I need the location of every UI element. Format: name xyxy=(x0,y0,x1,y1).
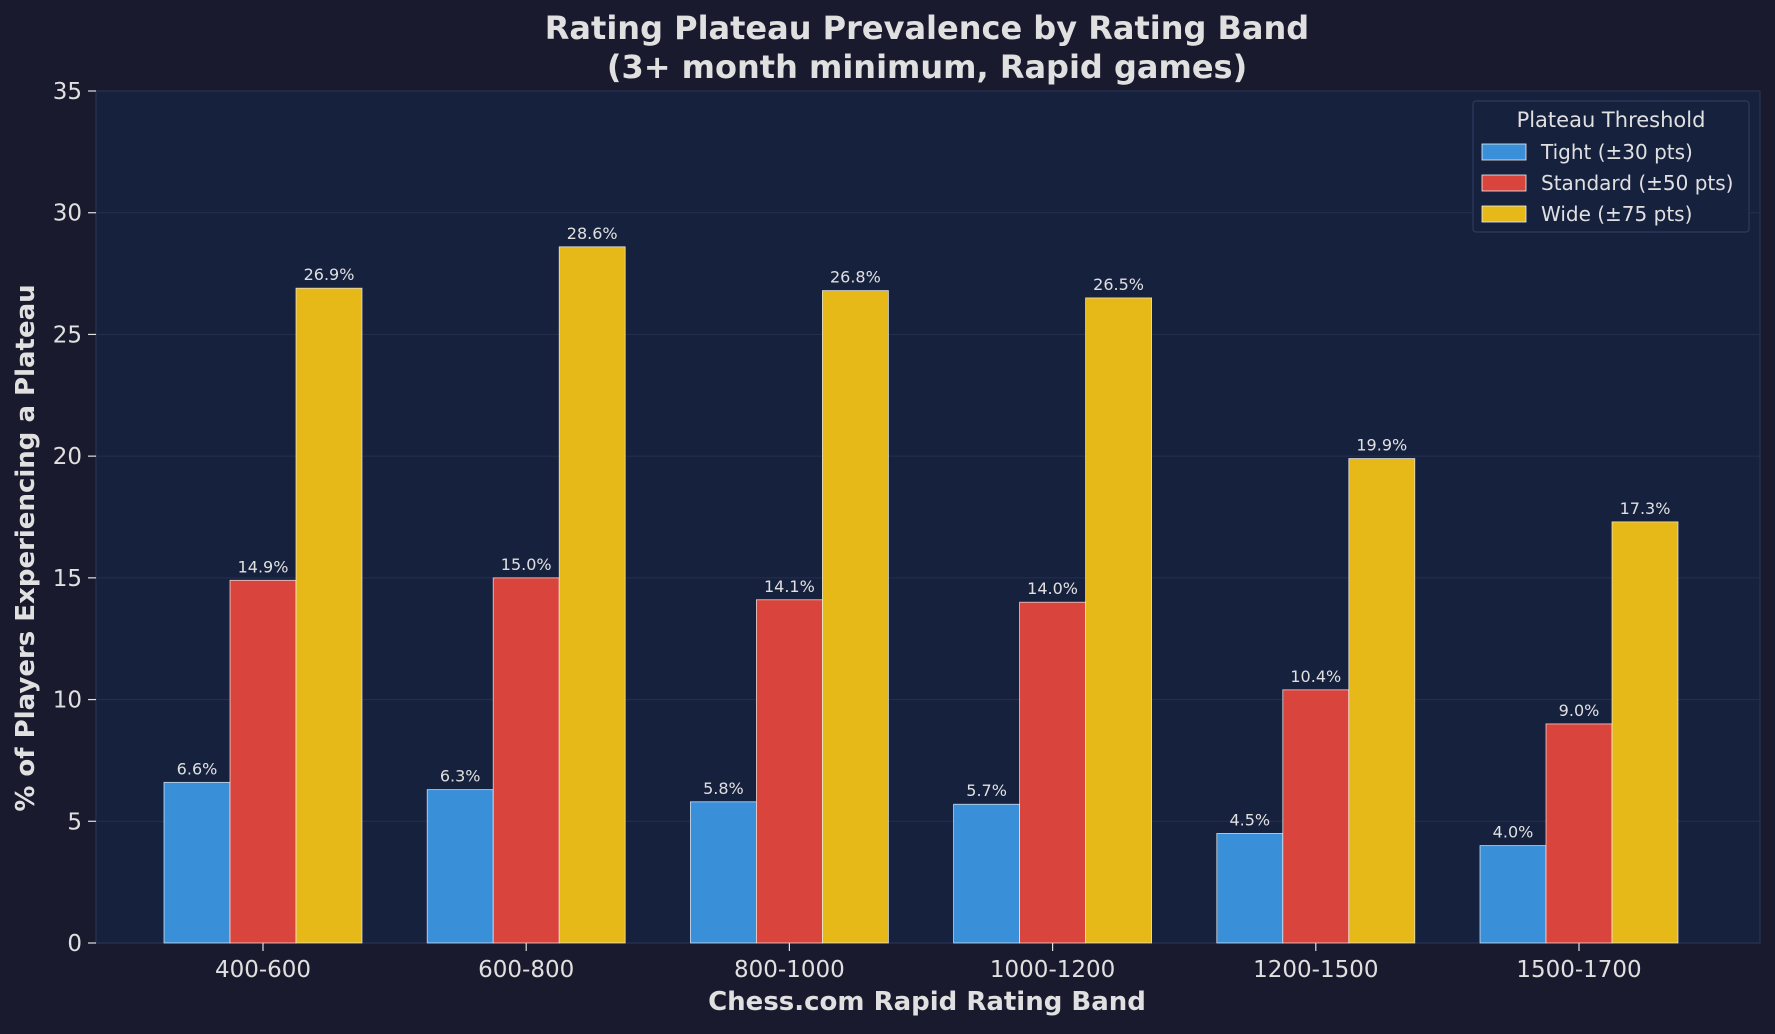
y-tick-label: 25 xyxy=(53,322,82,348)
y-tick-label: 15 xyxy=(53,566,82,592)
bar-value-label: 14.0% xyxy=(1027,579,1078,598)
bar xyxy=(1348,458,1416,944)
x-tick-label: 600-800 xyxy=(478,957,574,983)
bar-value-label: 17.3% xyxy=(1620,499,1671,518)
x-tick-label: 400-600 xyxy=(215,957,311,983)
bar-value-label: 14.1% xyxy=(764,577,815,596)
legend-entry: Tight (±30 pts) xyxy=(1540,140,1693,164)
bar-value-label: 5.8% xyxy=(703,779,744,798)
bar xyxy=(558,246,626,944)
bar-value-label: 10.4% xyxy=(1290,667,1341,686)
y-axis: 0 5 10 15 20 25 30 35 xyxy=(53,79,96,957)
bar xyxy=(690,801,757,944)
y-tick-label: 35 xyxy=(53,79,82,105)
legend-title: Plateau Threshold xyxy=(1517,108,1706,132)
bar-value-label: 9.0% xyxy=(1559,701,1600,720)
x-tick-label: 1200-1500 xyxy=(1253,957,1378,983)
bar-value-label: 26.5% xyxy=(1093,275,1144,294)
chart-title-line1: Rating Plateau Prevalence by Rating Band xyxy=(545,9,1309,47)
bar xyxy=(756,599,823,944)
y-axis-label: % of Players Experiencing a Plateau xyxy=(11,284,41,811)
legend-box xyxy=(1472,100,1750,233)
bar-value-label: 19.9% xyxy=(1356,436,1407,455)
legend-swatch xyxy=(1481,174,1527,192)
bar-value-label: 26.9% xyxy=(304,265,355,284)
bar xyxy=(1019,601,1086,944)
x-axis: 400-600 600-800 800-1000 1000-1200 1200-1500… xyxy=(215,943,1642,983)
bar xyxy=(1216,833,1284,944)
bar-value-label: 6.3% xyxy=(440,767,481,786)
legend-swatch xyxy=(1481,143,1527,161)
bar-value-label: 14.9% xyxy=(238,557,289,576)
legend-swatch xyxy=(1481,205,1527,223)
data-labels: 6.6% 14.9% 26.9% 6.3% 15.0% 28.6% 5.8% 14.1% 26.… xyxy=(177,224,1671,842)
y-tick-label: 5 xyxy=(67,809,82,835)
bar-value-label: 5.7% xyxy=(966,781,1007,800)
chart-title-line2: (3+ month minimum, Rapid games) xyxy=(607,48,1247,86)
bar xyxy=(295,287,363,944)
bar xyxy=(1282,689,1350,944)
bar xyxy=(163,781,231,944)
bar-value-label: 4.0% xyxy=(1493,823,1534,842)
y-tick-label: 0 xyxy=(67,931,82,957)
bar xyxy=(1545,723,1613,944)
legend-entry: Wide (±75 pts) xyxy=(1541,202,1692,226)
legend: Plateau Threshold Tight (±30 pts) Standar… xyxy=(1472,100,1750,233)
bar xyxy=(1479,845,1547,944)
y-tick-label: 20 xyxy=(53,444,82,470)
plot-area xyxy=(95,90,1761,944)
x-axis-label: Chess.com Rapid Rating Band xyxy=(708,987,1146,1017)
x-tick-label: 1500-1700 xyxy=(1516,957,1641,983)
x-tick-label: 800-1000 xyxy=(734,957,845,983)
bar xyxy=(492,577,560,944)
bar xyxy=(953,803,1020,944)
bar xyxy=(426,789,494,944)
bar xyxy=(1611,521,1679,944)
bar-value-label: 28.6% xyxy=(567,224,618,243)
bars xyxy=(163,246,1679,944)
legend-entry: Standard (±50 pts) xyxy=(1541,171,1733,195)
y-tick-label: 10 xyxy=(53,688,82,714)
y-tick-label: 30 xyxy=(53,201,82,227)
bar-value-label: 26.8% xyxy=(830,268,881,287)
bar-value-label: 15.0% xyxy=(501,555,552,574)
bar-value-label: 4.5% xyxy=(1229,810,1270,829)
x-tick-label: 1000-1200 xyxy=(990,957,1115,983)
bar-value-label: 6.6% xyxy=(177,759,218,778)
bar xyxy=(1085,297,1152,944)
bar xyxy=(822,290,889,944)
bar xyxy=(229,579,297,944)
